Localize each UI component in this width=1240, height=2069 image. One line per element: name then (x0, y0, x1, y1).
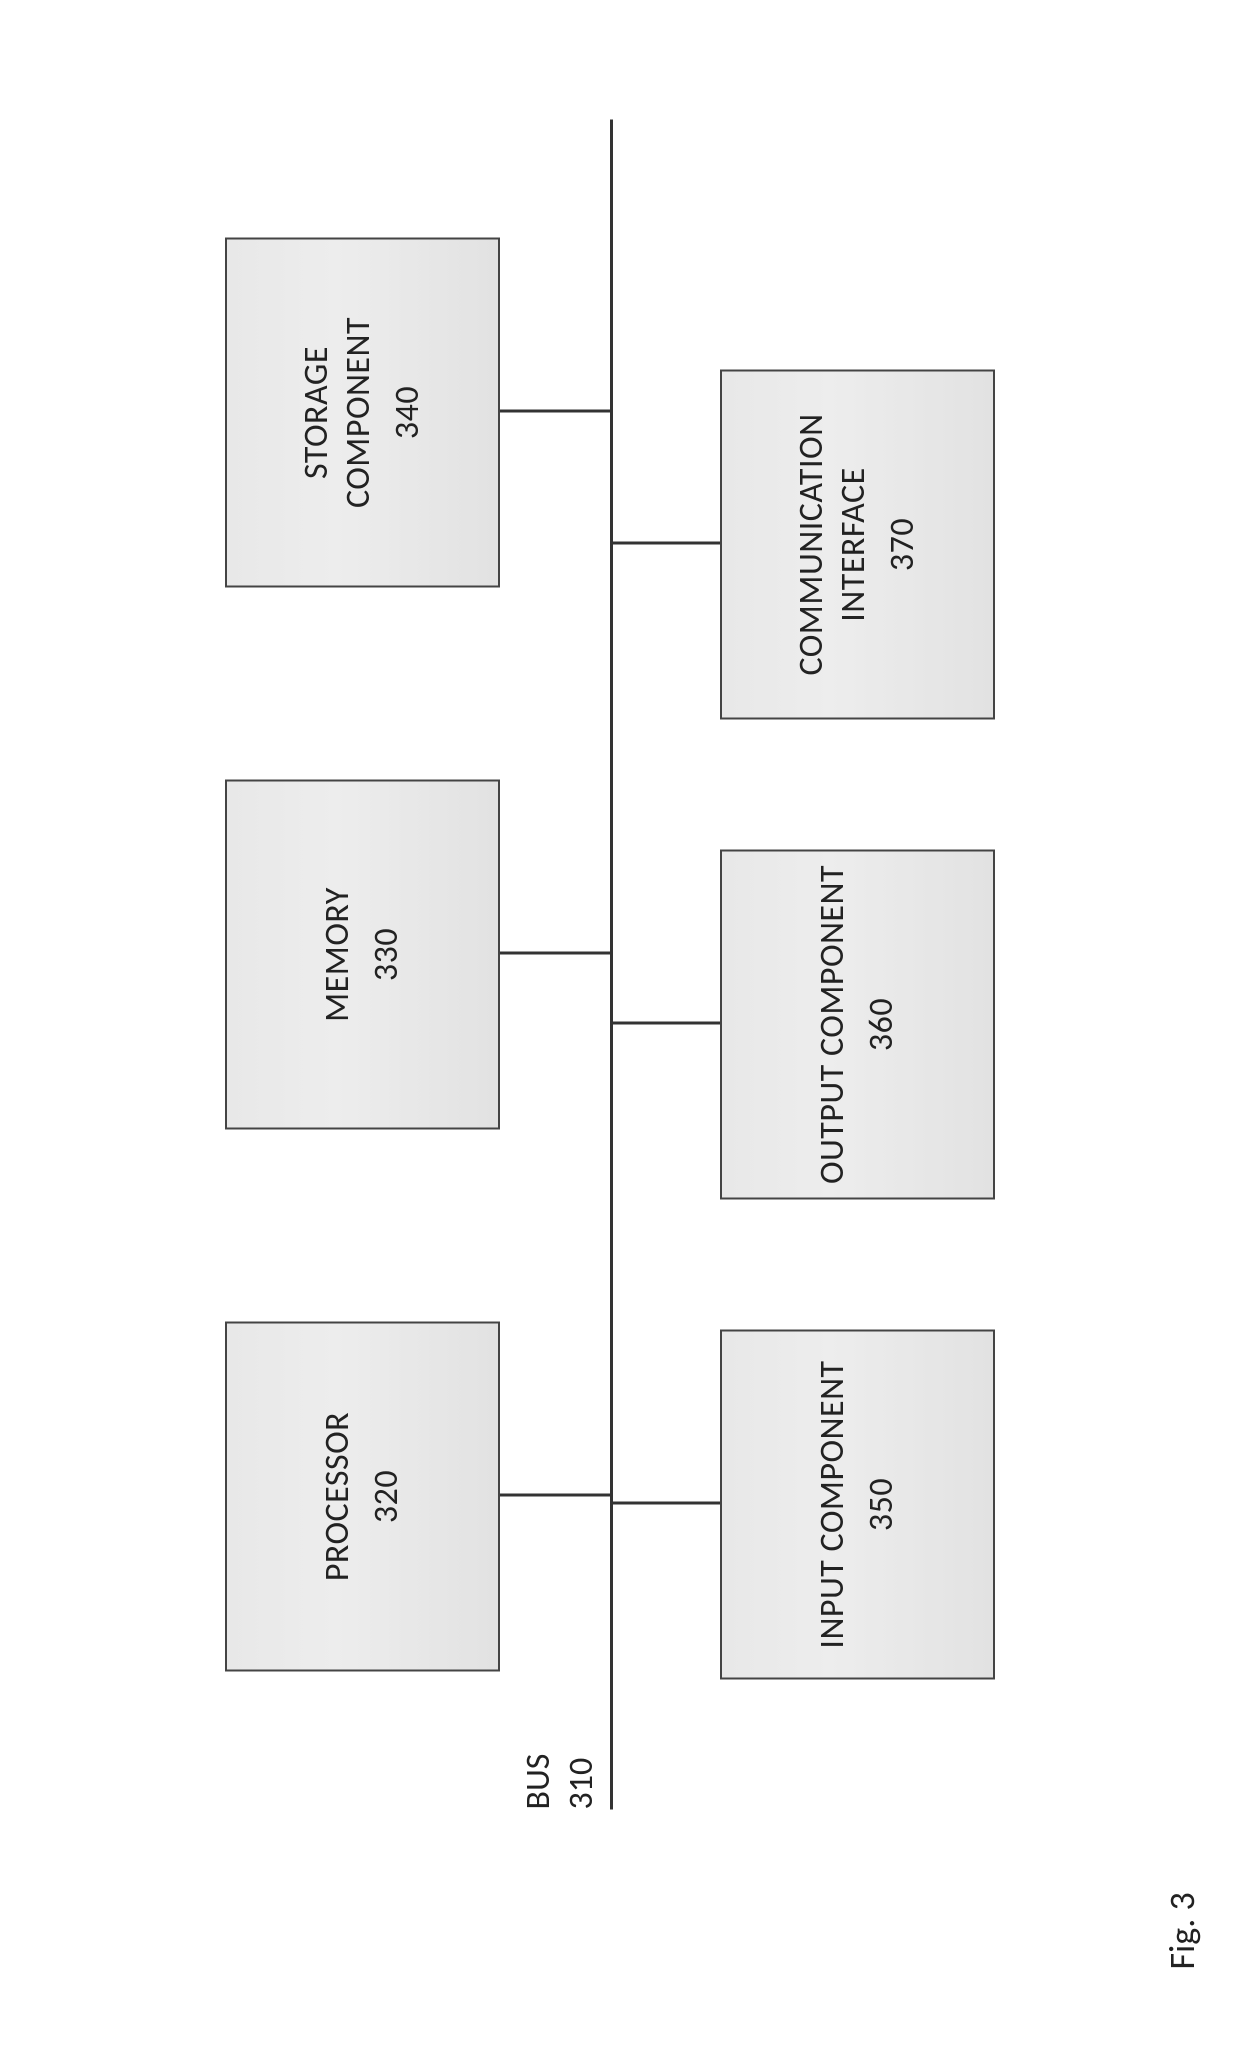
bus-label-text: BUS (518, 1753, 561, 1809)
storage-connector (500, 409, 610, 412)
figure-label: Fig. 3 (1160, 1892, 1204, 1969)
processor-block: PROCESSOR 320 (225, 1321, 500, 1671)
input-block: INPUT COMPONENT 350 (720, 1329, 995, 1679)
bus-line (610, 119, 613, 1809)
storage-block: STORAGE COMPONENT 340 (225, 237, 500, 587)
output-number: 360 (861, 997, 904, 1050)
output-label: OUTPUT COMPONENT (812, 864, 855, 1183)
output-connector (610, 1021, 720, 1024)
comm-label: COMMUNICATION INTERFACE (791, 379, 876, 709)
output-block: OUTPUT COMPONENT 360 (720, 849, 995, 1199)
comm-connector (610, 541, 720, 544)
memory-connector (500, 951, 610, 954)
storage-label: STORAGE COMPONENT (296, 247, 381, 577)
bus-label-number: 310 (561, 1753, 604, 1809)
memory-block: MEMORY 330 (225, 779, 500, 1129)
input-connector (610, 1501, 720, 1504)
processor-number: 320 (366, 1469, 409, 1522)
memory-number: 330 (366, 927, 409, 980)
comm-number: 370 (882, 517, 925, 570)
processor-label: PROCESSOR (317, 1411, 360, 1580)
input-number: 350 (861, 1477, 904, 1530)
processor-connector (500, 1493, 610, 1496)
memory-label: MEMORY (317, 887, 360, 1022)
comm-block: COMMUNICATION INTERFACE 370 (720, 369, 995, 719)
storage-number: 340 (387, 385, 430, 438)
bus-label: BUS 310 (518, 1753, 603, 1809)
diagram-canvas: BUS 310 PROCESSOR 320 MEMORY 330 STORAGE… (0, 0, 1240, 2069)
input-label: INPUT COMPONENT (812, 1360, 855, 1648)
